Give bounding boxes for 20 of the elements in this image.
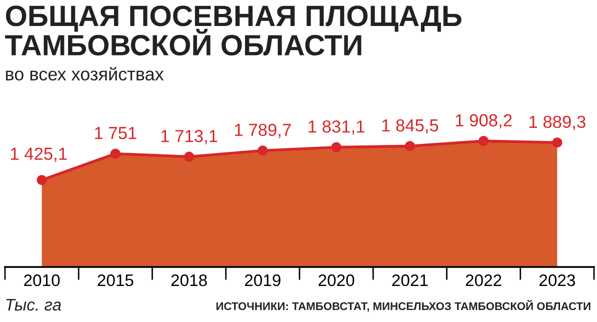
x-tick-label: 2023 — [539, 274, 575, 286]
x-tick-label: 2022 — [466, 274, 502, 286]
data-label: 1 889,3 — [530, 116, 586, 130]
data-label: 1 831,1 — [308, 120, 364, 135]
chart-title: ОБЩАЯ ПОСЕВНАЯ ПЛОЩАДЬ ТАМБОВСКОЙ ОБЛАСТИ — [5, 6, 462, 56]
text: Тыс. га — [6, 299, 61, 311]
x-tick-label: 2019 — [244, 274, 280, 286]
data-label: 1 713,1 — [161, 130, 218, 144]
x-tick-label: 2020 — [318, 274, 354, 286]
x-tick-label: 2018 — [171, 274, 207, 286]
x-tick-label: 2021 — [392, 274, 428, 286]
x-tick-label: 2015 — [98, 274, 134, 286]
data-label: 1 751 — [95, 127, 136, 140]
data-label: 1 845,5 — [382, 119, 438, 134]
x-tick-label: 2010 — [24, 274, 60, 286]
text: ИСТОЧНИКИ: ТАМБОВСТАТ, МИНСЕЛЬХОЗ ТАМБОВСКОЙ ОБЛАСТИ — [216, 300, 590, 312]
chart-subtitle: во всех хозяйствах — [6, 66, 164, 81]
data-label: 1 908,2 — [456, 114, 512, 129]
data-label: 1 425,1 — [10, 148, 67, 162]
data-label: 1 789,7 — [235, 124, 291, 138]
